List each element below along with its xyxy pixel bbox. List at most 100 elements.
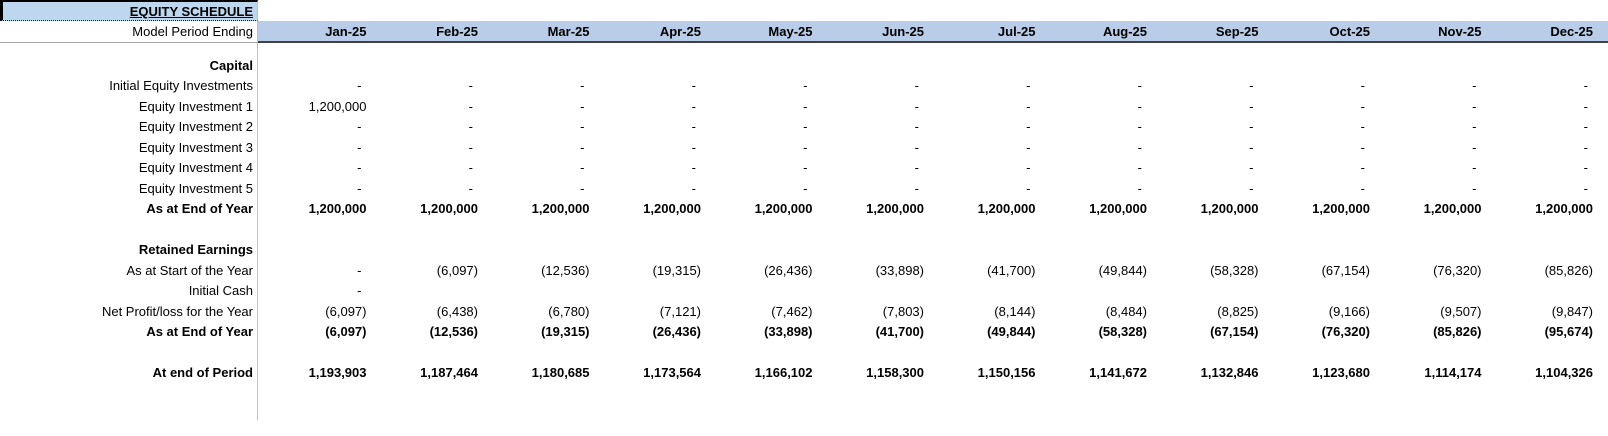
month-header-cell[interactable]: Aug-25 (1038, 21, 1150, 43)
value-cell[interactable]: 1,200,000 (420, 201, 478, 217)
value-cell[interactable]: - (1026, 180, 1031, 196)
value-cell[interactable]: - (1026, 78, 1031, 94)
value-cell[interactable]: - (914, 98, 919, 114)
value-cell[interactable]: (7,803) (882, 303, 924, 319)
row-label-cell[interactable]: Equity Investment 3 (0, 137, 258, 158)
value-cell[interactable]: - (803, 139, 808, 155)
value-cell[interactable]: - (357, 78, 362, 94)
value-cell[interactable]: - (468, 160, 473, 176)
value-cell[interactable] (1150, 55, 1262, 76)
value-cell[interactable] (370, 240, 482, 261)
value-cell[interactable] (1262, 281, 1374, 302)
value-cell[interactable]: - (1137, 78, 1142, 94)
sheet-title-cell[interactable]: EQUITY SCHEDULE (0, 0, 258, 21)
value-cell[interactable]: - (1249, 98, 1254, 114)
value-cell[interactable]: - (1583, 160, 1588, 176)
month-header-cell[interactable]: Feb-25 (369, 21, 481, 43)
value-cell[interactable]: - (1026, 119, 1031, 135)
value-cell[interactable]: - (1249, 160, 1254, 176)
value-cell[interactable]: - (803, 98, 808, 114)
value-cell[interactable]: 1,141,672 (1089, 365, 1147, 381)
value-cell[interactable] (816, 281, 928, 302)
value-cell[interactable]: (76,320) (1433, 262, 1482, 278)
month-header-cell[interactable]: Apr-25 (592, 21, 704, 43)
value-cell[interactable]: - (914, 180, 919, 196)
value-cell[interactable]: (8,825) (1217, 303, 1259, 319)
value-cell[interactable]: - (1360, 139, 1365, 155)
value-cell[interactable]: 1,200,000 (1200, 201, 1259, 217)
value-cell[interactable]: - (468, 139, 473, 155)
value-cell[interactable]: 1,200,000 (1535, 201, 1593, 217)
value-cell[interactable]: - (357, 119, 362, 135)
value-cell[interactable]: - (1360, 78, 1365, 94)
value-cell[interactable]: 1,123,680 (1312, 365, 1370, 381)
value-cell[interactable]: 1,200,000 (754, 201, 813, 217)
value-cell[interactable]: - (803, 160, 808, 176)
row-label-cell[interactable]: Initial Cash (0, 280, 258, 301)
value-cell[interactable]: - (580, 180, 585, 196)
value-cell[interactable]: - (1472, 139, 1477, 155)
month-header-cell[interactable]: Sep-25 (1150, 21, 1262, 43)
row-label-cell[interactable]: Initial Equity Investments (0, 75, 258, 96)
value-cell[interactable]: - (914, 78, 919, 94)
value-cell[interactable]: (19,315) (541, 324, 590, 340)
value-cell[interactable]: - (1137, 180, 1142, 196)
value-cell[interactable] (927, 55, 1039, 76)
value-cell[interactable]: (41,700) (987, 262, 1036, 278)
value-cell[interactable] (481, 55, 593, 76)
value-cell[interactable]: - (468, 78, 473, 94)
value-cell[interactable] (481, 240, 593, 261)
value-cell[interactable]: 1,200,000 (643, 201, 701, 217)
value-cell[interactable]: - (1472, 119, 1477, 135)
value-cell[interactable] (816, 240, 928, 261)
value-cell[interactable] (704, 281, 816, 302)
value-cell[interactable] (481, 281, 593, 302)
value-cell[interactable]: (49,844) (987, 324, 1036, 340)
value-cell[interactable]: 1,150,156 (977, 365, 1036, 381)
value-cell[interactable]: (33,898) (764, 324, 813, 340)
row-label-cell[interactable]: Equity Investment 2 (0, 116, 258, 137)
value-cell[interactable]: (6,097) (325, 303, 367, 319)
row-label-cell[interactable]: Equity Investment 4 (0, 157, 258, 178)
value-cell[interactable] (1373, 281, 1485, 302)
value-cell[interactable]: (76,320) (1321, 324, 1370, 340)
value-cell[interactable]: (6,097) (325, 324, 367, 340)
value-cell[interactable]: - (468, 119, 473, 135)
value-cell[interactable] (1373, 240, 1485, 261)
value-cell[interactable]: - (1472, 78, 1477, 94)
value-cell[interactable]: 1,187,464 (420, 365, 478, 381)
value-cell[interactable]: - (691, 78, 696, 94)
value-cell[interactable] (1485, 281, 1597, 302)
value-cell[interactable]: (26,436) (764, 262, 813, 278)
value-cell[interactable] (258, 55, 370, 76)
value-cell[interactable]: 1,200,000 (308, 98, 367, 114)
value-cell[interactable]: - (1583, 98, 1588, 114)
value-cell[interactable] (1039, 281, 1151, 302)
value-cell[interactable]: 1,200,000 (866, 201, 924, 217)
value-cell[interactable] (1150, 240, 1262, 261)
value-cell[interactable] (370, 281, 482, 302)
value-cell[interactable]: - (1249, 139, 1254, 155)
value-cell[interactable] (704, 55, 816, 76)
value-cell[interactable] (1039, 240, 1151, 261)
value-cell[interactable]: (85,826) (1544, 262, 1593, 278)
value-cell[interactable]: (7,121) (659, 303, 701, 319)
value-cell[interactable]: (26,436) (652, 324, 701, 340)
row-label-cell[interactable]: Capital (0, 55, 258, 76)
value-cell[interactable]: 1,200,000 (531, 201, 590, 217)
value-cell[interactable]: - (1360, 160, 1365, 176)
month-header-cell[interactable]: Oct-25 (1261, 21, 1373, 43)
value-cell[interactable]: - (1472, 180, 1477, 196)
value-cell[interactable]: 1,104,326 (1535, 365, 1593, 381)
value-cell[interactable]: - (691, 98, 696, 114)
value-cell[interactable]: (8,144) (994, 303, 1036, 319)
value-cell[interactable]: (12,536) (429, 324, 478, 340)
value-cell[interactable] (927, 240, 1039, 261)
value-cell[interactable] (1262, 55, 1374, 76)
value-cell[interactable]: (7,462) (771, 303, 813, 319)
value-cell[interactable]: (12,536) (541, 262, 590, 278)
value-cell[interactable]: - (1583, 78, 1588, 94)
value-cell[interactable]: - (1137, 119, 1142, 135)
value-cell[interactable]: - (580, 98, 585, 114)
month-header-cell[interactable]: Jul-25 (927, 21, 1039, 43)
